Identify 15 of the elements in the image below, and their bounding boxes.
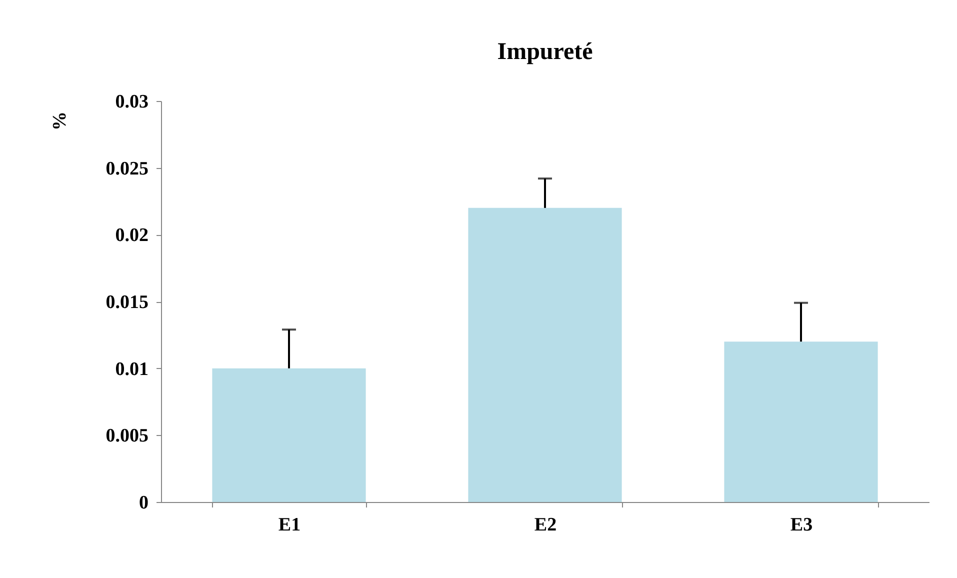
y-tick-label: 0.02 (115, 225, 148, 246)
y-axis-title: % (50, 112, 70, 130)
y-tick-label: 0.025 (106, 158, 148, 180)
bar (724, 342, 878, 502)
y-tick-label: 0.015 (106, 292, 148, 313)
y-tick-label: 0.03 (115, 92, 148, 112)
x-tick-label: E1 (278, 514, 301, 536)
bar (468, 208, 622, 502)
bar (212, 368, 366, 502)
x-tick-label: E2 (534, 514, 557, 536)
y-tick-label: 0 (139, 492, 148, 514)
chart-title: Impureté (497, 39, 594, 65)
y-tick-label: 0.01 (115, 358, 148, 380)
y-tick-label: 0.005 (106, 426, 148, 447)
x-tick-label: E3 (790, 514, 813, 536)
